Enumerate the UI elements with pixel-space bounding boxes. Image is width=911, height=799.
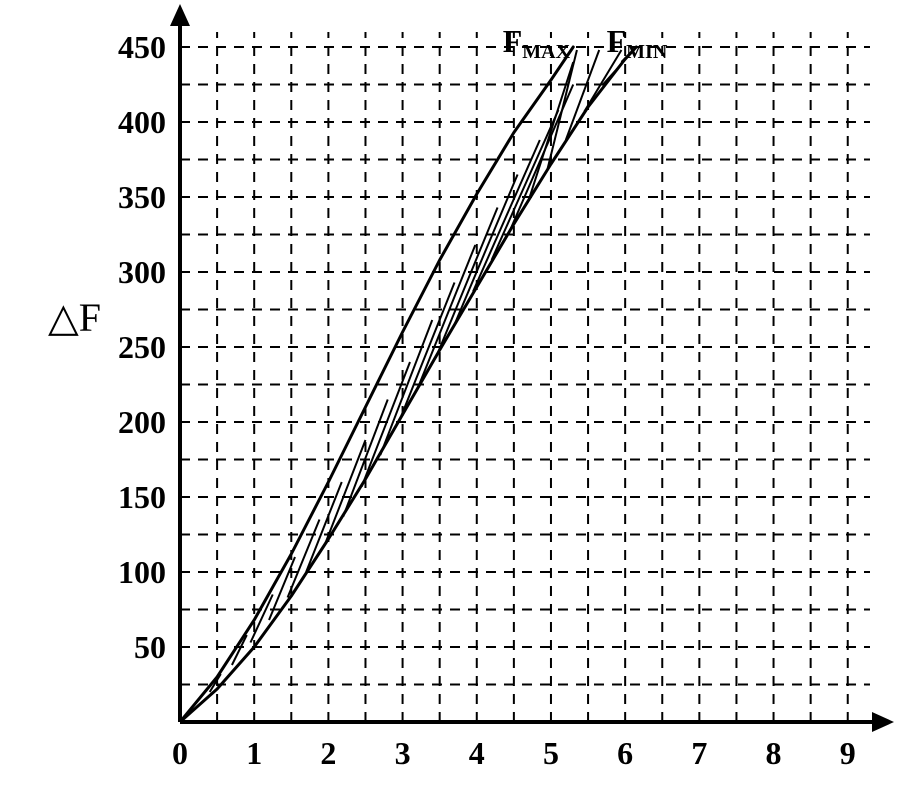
chart-container: 012345678950100150200250300350400450△FFM… bbox=[0, 0, 911, 799]
y-tick-label: 450 bbox=[118, 29, 166, 65]
y-tick-label: 150 bbox=[118, 479, 166, 515]
y-tick-label: 350 bbox=[118, 179, 166, 215]
y-tick-label: 50 bbox=[134, 629, 166, 665]
x-tick-label: 0 bbox=[172, 735, 188, 771]
x-tick-label: 5 bbox=[543, 735, 559, 771]
y-tick-label: 400 bbox=[118, 104, 166, 140]
x-tick-label: 8 bbox=[766, 735, 782, 771]
y-tick-label: 100 bbox=[118, 554, 166, 590]
y-tick-label: 250 bbox=[118, 329, 166, 365]
x-tick-label: 6 bbox=[617, 735, 633, 771]
x-tick-label: 4 bbox=[469, 735, 485, 771]
y-axis-title: △F bbox=[48, 295, 101, 340]
x-tick-label: 1 bbox=[246, 735, 262, 771]
x-tick-label: 2 bbox=[320, 735, 336, 771]
x-tick-label: 7 bbox=[691, 735, 707, 771]
y-tick-label: 300 bbox=[118, 254, 166, 290]
y-tick-label: 200 bbox=[118, 404, 166, 440]
chart-svg: 012345678950100150200250300350400450△FFM… bbox=[0, 0, 911, 799]
x-tick-label: 3 bbox=[395, 735, 411, 771]
x-tick-label: 9 bbox=[840, 735, 856, 771]
